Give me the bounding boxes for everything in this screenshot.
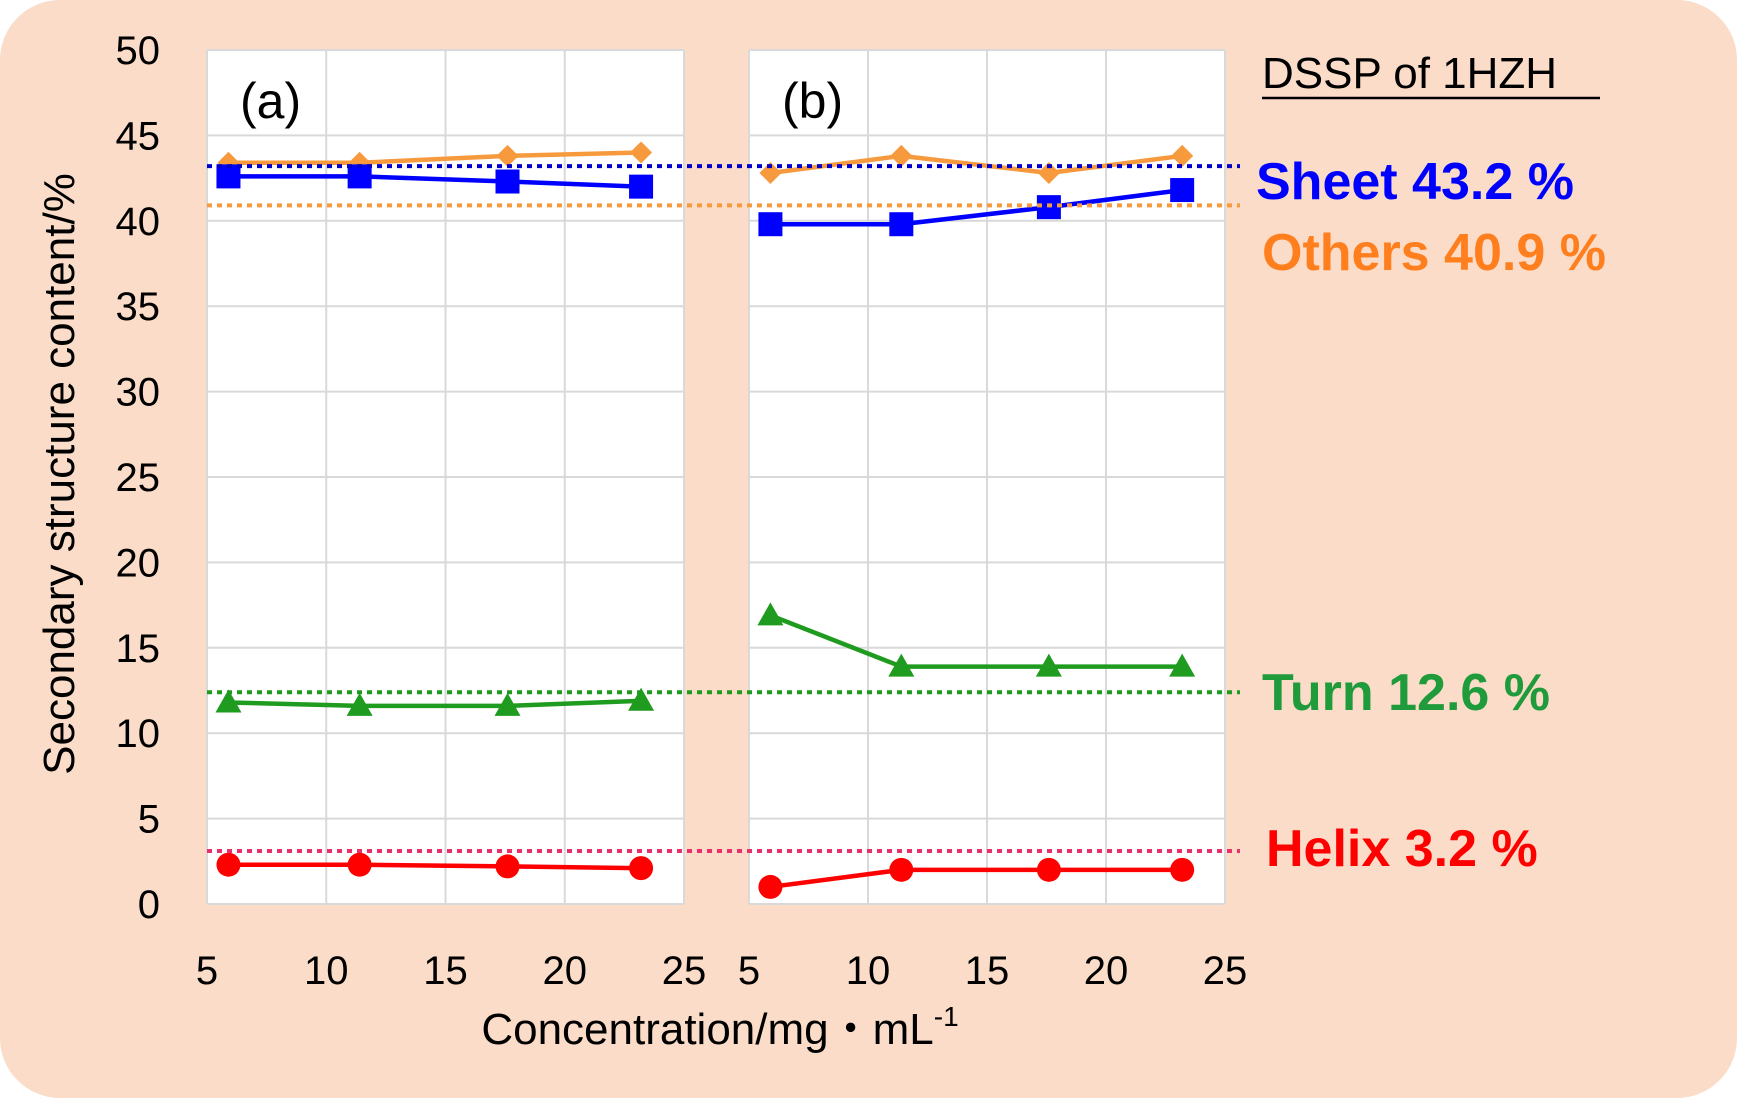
x-axis-label-main: Concentration/mg・mL (481, 1005, 933, 1054)
reference-label-helix: Helix 3.2 % (1266, 820, 1538, 878)
series-helix (758, 857, 1195, 899)
series-sheet (758, 178, 1195, 237)
series-line-sheet (228, 174, 642, 189)
data-point-sheet (347, 164, 372, 189)
series-line-others (770, 153, 1183, 176)
data-point-helix (629, 856, 654, 881)
panel-label: (a) (240, 73, 301, 129)
y-tick-label: 15 (116, 627, 161, 671)
reference-label-turn: Turn 12.6 % (1262, 664, 1550, 722)
data-point-turn (888, 653, 915, 677)
x-tick-label: 10 (304, 949, 349, 993)
x-tick-label: 5 (196, 949, 218, 993)
y-tick-label: 10 (116, 712, 161, 756)
y-tick-label: 5 (138, 798, 160, 842)
data-point-sheet (495, 169, 520, 194)
series-helix (216, 852, 654, 881)
x-tick-label: 5 (738, 949, 760, 993)
reference-lines: Sheet 43.2 % Others 40.9 % Turn 12.6 % Heli… (207, 153, 1606, 878)
data-point-turn (628, 687, 655, 711)
reference-label-sheet: Sheet 43.2 % (1256, 153, 1574, 211)
y-tick-label: 20 (116, 541, 161, 585)
x-tick-label: 20 (543, 949, 588, 993)
y-tick-label: 45 (116, 114, 161, 158)
y-tick-label: 25 (116, 456, 161, 500)
data-point-helix (889, 857, 914, 882)
data-point-helix (216, 852, 241, 877)
data-point-turn (494, 692, 521, 716)
data-point-helix (1170, 857, 1195, 882)
series-turn (757, 602, 1196, 677)
x-axis-label: Concentration/mg・mL-1 (481, 1001, 958, 1054)
y-tick-label: 40 (116, 200, 161, 244)
data-point-turn (757, 602, 784, 626)
x-tick-label: 15 (423, 949, 468, 993)
data-point-sheet (1170, 178, 1195, 203)
data-point-helix (758, 874, 783, 899)
data-point-helix (1036, 857, 1061, 882)
data-point-turn (346, 692, 373, 716)
data-point-sheet (216, 164, 241, 189)
x-tick-label: 10 (846, 949, 891, 993)
panel-label: (b) (782, 73, 843, 129)
data-point-others (1037, 161, 1060, 184)
data-point-sheet (758, 212, 783, 237)
data-point-others (759, 161, 782, 184)
dssp-title: DSSP of 1HZH (1262, 49, 1557, 98)
series-turn (215, 687, 655, 716)
series-line-helix (228, 862, 642, 871)
data-point-sheet (889, 212, 914, 237)
data-point-turn (215, 689, 242, 713)
y-tick-label: 35 (116, 285, 161, 329)
data-point-sheet (629, 174, 654, 199)
chart-panel-b: (b) 5 10 15 20 25 (738, 49, 1248, 993)
x-tick-label: 25 (1203, 949, 1248, 993)
reference-label-others: Others 40.9 % (1262, 224, 1606, 282)
x-tick-label: 20 (1084, 949, 1129, 993)
data-point-turn (1169, 653, 1196, 677)
series-line-turn (228, 698, 642, 709)
x-tick-label: 25 (662, 949, 707, 993)
x-tick-label: 15 (965, 949, 1010, 993)
data-point-others (1171, 144, 1194, 167)
data-point-others (496, 144, 519, 167)
series-line-others (228, 150, 642, 165)
data-point-helix (347, 852, 372, 877)
data-point-others (890, 144, 913, 167)
data-point-turn (1035, 653, 1062, 677)
data-point-helix (495, 854, 520, 879)
y-tick-label: 30 (116, 371, 161, 415)
y-tick-label: 0 (138, 883, 160, 927)
series-line-helix (770, 867, 1183, 890)
y-axis-label: Secondary structure content/% (35, 173, 84, 775)
data-point-others (630, 141, 653, 164)
x-axis-label-superscript: -1 (934, 1001, 959, 1032)
series-line-turn (769, 613, 1183, 669)
series-line-sheet (770, 187, 1183, 227)
series-sheet (216, 164, 654, 199)
y-tick-label: 50 (116, 29, 161, 73)
series-others (759, 144, 1194, 184)
